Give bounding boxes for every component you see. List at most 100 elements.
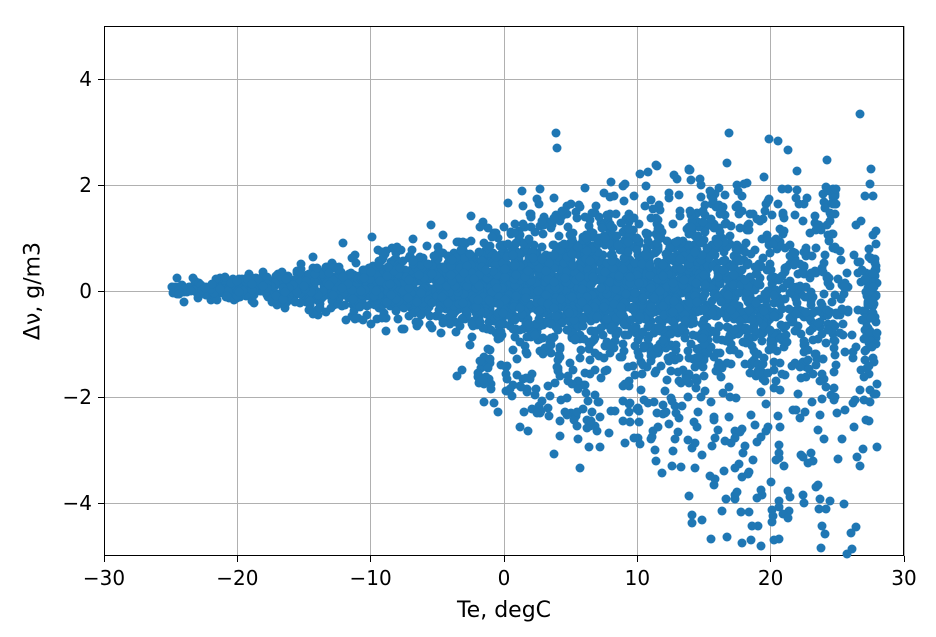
data-point	[629, 302, 638, 311]
data-point	[630, 433, 639, 442]
data-point	[622, 289, 631, 298]
data-point	[721, 191, 730, 200]
x-tick-label: 20	[758, 566, 783, 590]
data-point	[693, 353, 702, 362]
data-point	[665, 420, 674, 429]
data-point	[691, 232, 700, 241]
data-point	[773, 136, 782, 145]
data-point	[666, 393, 675, 402]
data-point	[873, 329, 882, 338]
data-point	[539, 333, 548, 342]
data-point	[833, 408, 842, 417]
data-point	[813, 223, 822, 232]
data-point	[816, 495, 825, 504]
data-point	[351, 259, 360, 268]
data-point	[774, 412, 783, 421]
data-point	[356, 287, 365, 296]
data-point	[733, 487, 742, 496]
y-tick-label: −2	[63, 385, 92, 409]
data-point	[186, 287, 195, 296]
data-point	[865, 416, 874, 425]
data-point	[512, 354, 521, 363]
data-point	[814, 480, 823, 489]
data-point	[746, 411, 755, 420]
data-point	[562, 394, 571, 403]
data-point	[861, 275, 870, 284]
data-point	[580, 368, 589, 377]
data-point	[855, 257, 864, 266]
data-point	[173, 273, 182, 282]
data-point	[747, 521, 756, 530]
data-point	[818, 394, 827, 403]
data-point	[583, 246, 592, 255]
data-point	[590, 390, 599, 399]
data-point	[776, 320, 785, 329]
data-point	[503, 239, 512, 248]
data-point	[308, 253, 317, 262]
data-point	[809, 308, 818, 317]
data-point	[518, 201, 527, 210]
data-point	[525, 235, 534, 244]
data-point	[580, 213, 589, 222]
data-point	[688, 519, 697, 528]
y-tick-label: 0	[79, 279, 92, 303]
data-point	[685, 165, 694, 174]
data-point	[806, 269, 815, 278]
data-point	[558, 207, 567, 216]
data-point	[479, 397, 488, 406]
data-point	[791, 309, 800, 318]
data-point	[733, 200, 742, 209]
data-point	[351, 315, 360, 324]
data-point	[797, 374, 806, 383]
data-point	[399, 324, 408, 333]
data-point	[414, 271, 423, 280]
data-point	[674, 353, 683, 362]
data-point	[769, 512, 778, 521]
data-point	[521, 294, 530, 303]
data-point	[669, 220, 678, 229]
data-point	[584, 222, 593, 231]
data-point	[700, 372, 709, 381]
data-point	[679, 275, 688, 284]
data-point	[427, 324, 436, 333]
data-point	[485, 295, 494, 304]
data-point	[793, 389, 802, 398]
data-point	[721, 494, 730, 503]
data-point	[504, 198, 513, 207]
data-point	[783, 514, 792, 523]
data-point	[628, 362, 637, 371]
data-point	[692, 422, 701, 431]
data-point	[744, 326, 753, 335]
data-point	[761, 377, 770, 386]
data-point	[726, 305, 735, 314]
data-point	[576, 273, 585, 282]
data-point	[635, 418, 644, 427]
data-point	[305, 297, 314, 306]
data-point	[547, 319, 556, 328]
data-point	[860, 334, 869, 343]
data-point	[684, 353, 693, 362]
data-point	[691, 464, 700, 473]
data-point	[676, 462, 685, 471]
data-point	[409, 256, 418, 265]
data-point	[775, 535, 784, 544]
data-point	[864, 361, 873, 370]
data-point	[672, 238, 681, 247]
data-point	[801, 307, 810, 316]
data-point	[617, 219, 626, 228]
data-point	[459, 237, 468, 246]
data-point	[549, 241, 558, 250]
data-point	[641, 251, 650, 260]
data-point	[752, 350, 761, 359]
data-point	[674, 190, 683, 199]
data-point	[553, 143, 562, 152]
data-point	[677, 401, 686, 410]
data-point	[749, 456, 758, 465]
spine-top	[104, 26, 904, 27]
data-point	[582, 233, 591, 242]
data-point	[479, 376, 488, 385]
data-point	[377, 313, 386, 322]
data-point	[615, 271, 624, 280]
data-point	[623, 248, 632, 257]
data-point	[180, 297, 189, 306]
